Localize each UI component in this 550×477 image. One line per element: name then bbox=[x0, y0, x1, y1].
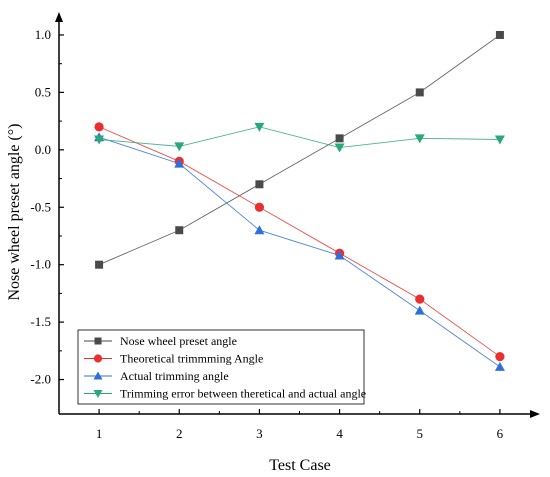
legend-entry: Theoretical trimmming Angle bbox=[84, 352, 263, 366]
series-line bbox=[98, 34, 501, 266]
series-line bbox=[98, 136, 501, 368]
data-point bbox=[95, 260, 104, 269]
data-point bbox=[335, 134, 344, 143]
data-point bbox=[334, 250, 345, 260]
data-point bbox=[494, 135, 505, 145]
data-point bbox=[414, 134, 425, 144]
legend-entry: Nose wheel preset angle bbox=[84, 334, 237, 348]
data-point bbox=[334, 143, 345, 153]
data-point bbox=[93, 390, 103, 398]
series-line bbox=[99, 126, 500, 148]
data-point bbox=[93, 371, 103, 380]
data-point bbox=[254, 225, 265, 235]
data-point bbox=[174, 142, 185, 152]
x-tick-label: 1 bbox=[96, 426, 103, 441]
y-axis-arrow bbox=[55, 12, 63, 22]
legend-box bbox=[77, 329, 365, 405]
y-tick-label: 0.0 bbox=[35, 142, 51, 157]
x-tick-label: 3 bbox=[256, 426, 263, 441]
data-point bbox=[174, 158, 185, 168]
series-4 bbox=[94, 122, 505, 153]
data-point bbox=[415, 294, 425, 304]
y-axis-title: Nose wheel preset angle (°) bbox=[6, 124, 23, 301]
y-tick-label: -2.0 bbox=[30, 372, 51, 387]
legend-label: Theoretical trimmming Angle bbox=[120, 352, 263, 366]
x-axis-arrow bbox=[530, 410, 540, 418]
legend-entry: Actual trimming angle bbox=[84, 369, 229, 383]
data-point bbox=[94, 135, 105, 145]
legend-entry: Trimming error between theretical and ac… bbox=[84, 387, 366, 401]
series-1 bbox=[95, 30, 504, 269]
data-point bbox=[93, 354, 103, 363]
data-point bbox=[495, 351, 505, 362]
data-point bbox=[414, 305, 425, 315]
series-line bbox=[98, 126, 501, 357]
y-tick-label: -1.0 bbox=[30, 257, 51, 272]
data-point bbox=[254, 122, 265, 132]
data-point bbox=[254, 202, 265, 212]
x-tick-label: 2 bbox=[176, 426, 183, 441]
data-point bbox=[495, 30, 504, 39]
data-point bbox=[175, 226, 184, 235]
legend-label: Nose wheel preset angle bbox=[120, 334, 237, 348]
legend-label: Actual trimming angle bbox=[120, 369, 229, 383]
data-point bbox=[255, 180, 264, 189]
data-point bbox=[94, 337, 102, 345]
legend-label: Trimming error between theretical and ac… bbox=[120, 387, 366, 401]
y-tick-label: -0.5 bbox=[30, 199, 51, 214]
series-layer bbox=[94, 30, 505, 371]
legend: Nose wheel preset angle Theoretical trimm… bbox=[77, 329, 366, 405]
axes: 1.0 0.5 0.0 -0.5 -1.0 -1.5 -2.0 1 2 3 4 5 6 bbox=[30, 12, 540, 441]
x-axis-title: Test Case bbox=[269, 457, 331, 474]
y-tick-label: 0.5 bbox=[35, 84, 51, 99]
y-tick-label: 1.0 bbox=[35, 27, 51, 42]
series-2 bbox=[94, 122, 505, 362]
y-tick-label: -1.5 bbox=[30, 314, 51, 329]
data-point bbox=[494, 361, 505, 371]
data-point bbox=[94, 122, 104, 132]
x-tick-label: 4 bbox=[336, 426, 343, 441]
data-point bbox=[415, 88, 424, 97]
x-tick-label: 5 bbox=[417, 426, 424, 441]
x-tick-label: 6 bbox=[497, 426, 504, 441]
